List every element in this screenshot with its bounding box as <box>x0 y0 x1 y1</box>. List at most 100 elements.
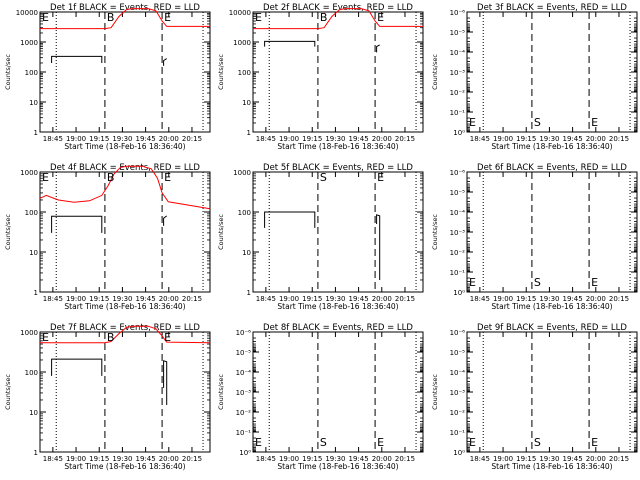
y-tick-label: 10⁻³ <box>236 389 252 397</box>
y-tick-label: 1000 <box>20 39 38 47</box>
y-axis-label: Counts/sec <box>217 54 225 90</box>
y-axis-label: Counts/sec <box>217 214 225 250</box>
x-tick-label: 19:00 <box>279 455 299 463</box>
e-marker-label: E <box>164 171 171 184</box>
chart-panel-1: Det 1f BLACK = Events, RED = LLD Counts/s… <box>4 3 211 151</box>
plot-frame <box>39 11 211 133</box>
start-marker-label: E <box>255 11 262 24</box>
x-tick-label: 19:30 <box>539 455 559 463</box>
x-tick-label: 20:00 <box>372 295 392 303</box>
events-series-line <box>163 360 168 405</box>
chart-title: Det 4f BLACK = Events, RED = LLD <box>50 163 200 173</box>
start-marker-label: E <box>42 11 49 24</box>
y-tick-label: 100 <box>25 369 38 377</box>
start-marker-label: E <box>469 276 476 289</box>
x-tick-label: 20:15 <box>395 455 415 463</box>
y-tick-label: 10 <box>242 99 251 107</box>
x-tick-label: 19:45 <box>349 455 369 463</box>
y-tick-label: 100 <box>238 69 251 77</box>
y-tick-label: 10⁻³ <box>450 389 466 397</box>
chart-panel-6: Det 6f BLACK = Events, RED = LLD Counts/s… <box>431 163 638 311</box>
x-tick-label: 20:00 <box>586 455 606 463</box>
plot-frame <box>39 331 211 453</box>
y-tick-label: 10 <box>29 249 38 257</box>
y-tick-label: 100 <box>238 209 251 217</box>
x-tick-label: 19:30 <box>112 295 132 303</box>
events-series-line <box>51 215 103 233</box>
y-axis-label: Counts/sec <box>4 54 12 90</box>
start-marker-label: E <box>469 116 476 129</box>
x-tick-label: 19:00 <box>493 455 513 463</box>
events-series-line <box>264 40 316 47</box>
y-tick-label: 10⁻¹ <box>236 429 252 437</box>
y-tick-label: 10⁻⁵ <box>450 349 466 357</box>
lld-series-line <box>40 325 211 344</box>
y-tick-label: 10⁻¹ <box>450 269 466 277</box>
y-tick-label: 10 <box>242 249 251 257</box>
x-tick-label: 18:45 <box>470 455 490 463</box>
x-axis-label: Start Time (18-Feb-16 18:36:40) <box>277 302 398 311</box>
y-axis-label: Counts/sec <box>217 374 225 410</box>
y-tick-label: 10⁻⁵ <box>236 349 252 357</box>
y-tick-label: 1 <box>247 289 251 297</box>
y-tick-label: 10⁻⁴ <box>450 209 466 217</box>
y-tick-label: 1 <box>34 129 38 137</box>
s-marker-label: S <box>534 276 541 289</box>
y-tick-label: 10⁻⁶ <box>450 169 466 177</box>
x-tick-label: 19:00 <box>66 135 86 143</box>
y-tick-label: 10⁰ <box>453 129 465 137</box>
x-axis-label: Start Time (18-Feb-16 18:36:40) <box>64 462 185 471</box>
y-tick-label: 10⁻² <box>450 409 466 417</box>
y-tick-label: 10⁻² <box>450 249 466 257</box>
x-tick-label: 20:00 <box>586 135 606 143</box>
x-tick-label: 19:00 <box>493 135 513 143</box>
x-tick-label: 19:15 <box>516 135 536 143</box>
x-axis-label: Start Time (18-Feb-16 18:36:40) <box>277 142 398 151</box>
x-tick-label: 19:45 <box>136 135 156 143</box>
y-tick-label: 10⁻² <box>236 409 252 417</box>
x-tick-label: 19:45 <box>349 135 369 143</box>
y-tick-label: 10⁻¹ <box>450 429 466 437</box>
x-tick-label: 19:00 <box>66 295 86 303</box>
y-tick-label: 10⁰ <box>453 289 465 297</box>
x-tick-label: 19:00 <box>279 295 299 303</box>
y-tick-label: 10⁰ <box>453 449 465 457</box>
x-tick-label: 19:45 <box>563 135 583 143</box>
y-axis-label: Counts/sec <box>4 374 12 410</box>
x-tick-label: 20:00 <box>586 295 606 303</box>
y-tick-label: 100 <box>25 209 38 217</box>
lld-series-line <box>40 8 210 30</box>
x-tick-label: 20:00 <box>159 135 179 143</box>
y-tick-label: 1000 <box>20 329 38 337</box>
x-tick-label: 19:45 <box>563 295 583 303</box>
chart-title: Det 6f BLACK = Events, RED = LLD <box>477 163 627 173</box>
chart-panel-4: Det 4f BLACK = Events, RED = LLD Counts/s… <box>4 163 211 311</box>
e-marker-label: E <box>164 11 171 24</box>
y-tick-label: 10 <box>29 409 38 417</box>
chart-panel-8: Det 8f BLACK = Events, RED = LLD Counts/s… <box>217 323 424 471</box>
events-series-line <box>51 55 103 63</box>
x-tick-label: 19:15 <box>89 135 109 143</box>
x-tick-label: 18:45 <box>43 455 63 463</box>
x-tick-label: 20:00 <box>159 295 179 303</box>
chart-panel-9: Det 9f BLACK = Events, RED = LLD Counts/s… <box>431 323 638 471</box>
y-tick-label: 10⁻⁴ <box>450 49 466 57</box>
x-tick-label: 20:15 <box>609 455 629 463</box>
y-tick-label: 10⁻² <box>450 89 466 97</box>
y-tick-label: 10⁻⁶ <box>450 329 466 337</box>
x-tick-label: 19:15 <box>302 455 322 463</box>
x-tick-label: 19:30 <box>539 135 559 143</box>
chart-title: Det 5f BLACK = Events, RED = LLD <box>263 163 413 173</box>
chart-panel-2: Det 2f BLACK = Events, RED = LLD Counts/s… <box>217 3 424 151</box>
y-axis-label: Counts/sec <box>431 214 439 250</box>
e-marker-label: E <box>591 436 598 449</box>
x-tick-label: 20:15 <box>182 455 202 463</box>
e-marker-label: E <box>377 171 384 184</box>
plot-frame <box>39 171 211 293</box>
x-tick-label: 19:45 <box>136 455 156 463</box>
e-marker-label: E <box>377 11 384 24</box>
x-tick-label: 19:30 <box>325 455 345 463</box>
chart-title: Det 3f BLACK = Events, RED = LLD <box>477 3 627 13</box>
start-marker-label: E <box>255 436 262 449</box>
y-tick-label: 10 <box>29 99 38 107</box>
